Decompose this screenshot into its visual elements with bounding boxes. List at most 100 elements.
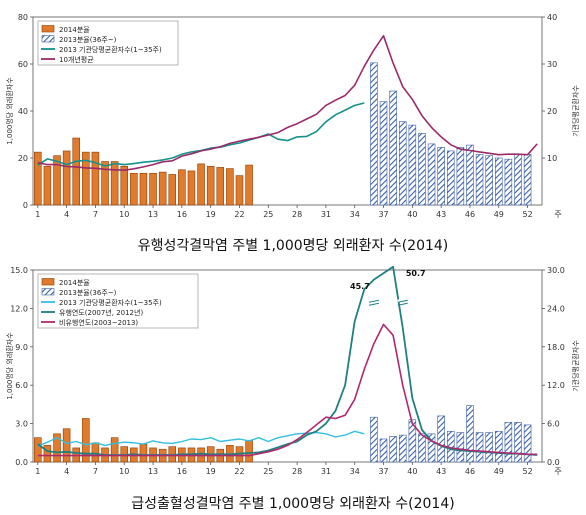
chart2-caption: 급성출혈성결막염 주별 1,000명당 외래환자 수(2014) (131, 496, 454, 512)
c1-legend-label: 10개년평균 (59, 55, 94, 64)
c2-legend-label: 2013분율(36주~) (59, 289, 117, 297)
c2-bar-2013 (427, 433, 436, 463)
c1-bar-2013 (427, 143, 436, 206)
c1-bar-2014 (43, 165, 52, 206)
c1-ytick-label: 20 (18, 154, 28, 163)
c1-legend-swatch (41, 35, 55, 43)
c2-bar-2013 (466, 405, 474, 463)
c1-xtick-label: 49 (494, 210, 504, 219)
c1-bar-2014 (53, 155, 61, 206)
c1-bar-2014 (197, 163, 205, 206)
c2-bar-2014 (43, 445, 52, 463)
c1-xtick-label: 1 (35, 210, 40, 219)
c1-ytick-right-label: 30 (547, 60, 557, 69)
c2-bar-2013 (370, 416, 378, 463)
c1-bar-2013 (504, 158, 513, 206)
c1-xtick-label: 28 (292, 210, 302, 219)
c2-bar-2014 (53, 433, 61, 463)
c2-ytick-label: 3.0 (15, 420, 28, 429)
c2-bar-2013 (485, 432, 493, 463)
c1-legend-swatch (41, 25, 55, 33)
c2-xtick-label: 25 (263, 467, 273, 476)
c2-ylabel-left: 1,000명당 외래환자수 (5, 332, 14, 400)
c2-legend-label: 2013 기관당평균환자수(1~35주) (59, 298, 162, 307)
c2-legend-label: 2014분율 (59, 279, 90, 287)
c2-line-2 (37, 323, 538, 457)
c2-bar-2013 (523, 424, 532, 463)
c2-ytick-right-label: 30.0 (547, 266, 565, 275)
c2-legend-box (37, 273, 199, 329)
c1-legend-label: 2013분율(36주~) (59, 36, 117, 44)
c2-bar-2013 (504, 422, 513, 463)
c1-xtick-label: 37 (378, 210, 388, 219)
c2-bar-2014 (110, 437, 119, 463)
c1-bar-2014 (245, 164, 253, 206)
c2-xtick-label: 37 (378, 467, 388, 476)
c2-bar-2013 (456, 432, 465, 463)
c2-ytick-right-label: 24.0 (547, 304, 565, 313)
c2-xtick-label: 34 (350, 467, 360, 476)
c2-xtick-label: 46 (465, 467, 475, 476)
c2-ytick-label: 12.0 (10, 304, 28, 313)
c2-ytick-label: 9.0 (15, 343, 28, 352)
c1-ylabel-left: 1,000명당 외래환자수 (5, 77, 14, 145)
c2-ytick-label: 6.0 (15, 381, 28, 390)
c1-legend-box (37, 20, 179, 66)
c1-bar-2014 (235, 175, 244, 206)
c2-xtick-label: 16 (177, 467, 187, 476)
c2-ytick-label: 0.0 (15, 458, 28, 467)
c1-bar-2014 (101, 161, 109, 206)
c1-bar-2013 (437, 147, 445, 206)
c2-xtick-label: 28 (292, 467, 302, 476)
c2-xunit: 주 (554, 467, 561, 476)
c2-xtick-label: 43 (436, 467, 446, 476)
c1-xtick-label: 19 (206, 210, 216, 219)
c2-xtick-label: 4 (64, 467, 69, 476)
c2-bar-2013 (514, 422, 522, 463)
chart1-caption: 유행성각결막염 주별 1,000명당 외래환자 수(2014) (138, 238, 449, 254)
c2-bar-2013 (398, 434, 407, 463)
c2-bar-2013 (437, 415, 445, 463)
c1-bar-2014 (62, 150, 71, 206)
c1-xtick-label: 7 (93, 210, 98, 219)
c1-bar-2014 (226, 168, 234, 206)
c2-break-mark (397, 297, 409, 303)
c1-bar-2014 (139, 172, 148, 206)
c1-bar-2013 (408, 124, 417, 206)
c1-bar-2013 (456, 147, 465, 206)
c1-ytick-label: 40 (18, 107, 28, 116)
c1-ytick-label: 60 (18, 60, 28, 69)
c2-bar-2014 (62, 428, 71, 463)
c2-legend-label: 비유행연도(2003~2013) (59, 318, 138, 327)
c1-xtick-label: 43 (436, 210, 446, 219)
c1-bar-2014 (178, 169, 186, 206)
c1-bar-2014 (168, 174, 177, 206)
c1-xtick-label: 34 (350, 210, 360, 219)
c2-break-mark (397, 299, 408, 303)
c2-bar-2013 (418, 433, 426, 463)
c1-bar-2013 (475, 154, 484, 206)
c1-bar-2013 (370, 62, 378, 206)
c1-bar-2014 (216, 167, 225, 206)
c1-bar-2014 (130, 172, 138, 206)
c1-bar-2013 (389, 90, 397, 206)
c1-line-1 (37, 34, 538, 171)
c2-annotation: 45.7 (350, 282, 370, 291)
c1-xtick-label: 16 (177, 210, 187, 219)
c2-break-mark (368, 302, 380, 306)
c2-xtick-label: 22 (234, 467, 244, 476)
c1-legend-label: 2013 기관당평균환자수(1~35주) (59, 45, 162, 54)
c1-bar-2014 (120, 165, 128, 206)
c2-legend-swatch (41, 278, 55, 286)
c1-bar-2014 (206, 165, 215, 206)
c2-xtick-label: 31 (321, 467, 331, 476)
c1-bar-2014 (72, 137, 80, 206)
c2-bar-2013 (389, 436, 397, 463)
c1-bar-2013 (447, 150, 455, 206)
c1-bar-2014 (187, 170, 196, 206)
c2-bar-2014 (91, 442, 100, 463)
hemorrhagic-conjunctivitis-chart: 0.0 3.0 6.0 9.0 12.0 15.0 0.0 6.0 12.0 18.0 24.0 30… (5, 265, 580, 512)
c1-bar-2014 (91, 151, 100, 206)
c2-xtick-label: 49 (494, 467, 504, 476)
c1-ytick-right-label: 10 (547, 154, 557, 163)
